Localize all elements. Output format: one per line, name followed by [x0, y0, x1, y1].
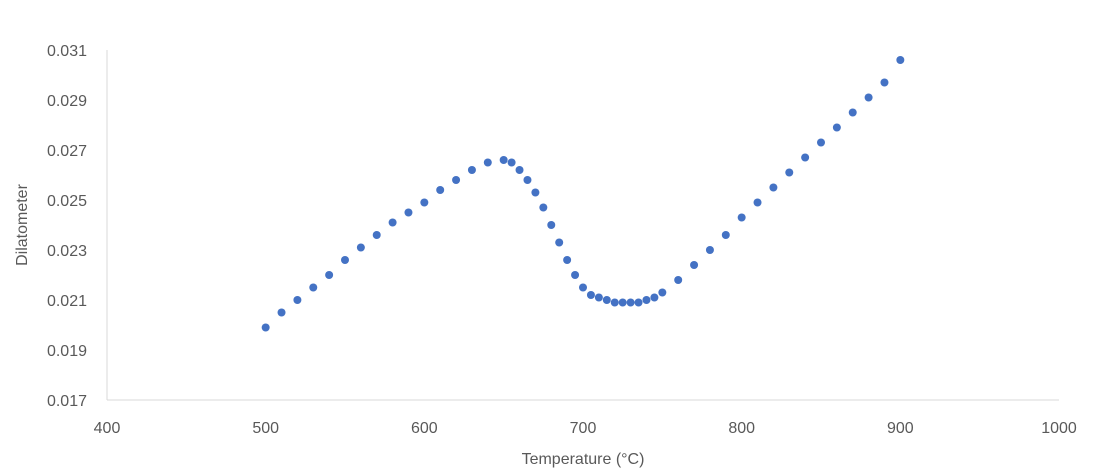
- data-point: [626, 298, 635, 307]
- x-tick-label: 1000: [1041, 420, 1077, 437]
- data-point: [483, 158, 492, 167]
- data-point: [864, 93, 873, 102]
- data-point: [523, 176, 532, 184]
- data-point: [539, 203, 548, 212]
- y-tick-label: 0.019: [47, 343, 87, 360]
- y-tick-label: 0.017: [47, 393, 87, 410]
- data-point: [642, 296, 651, 304]
- data-point: [880, 78, 889, 87]
- y-tick-label: 0.023: [47, 243, 87, 260]
- data-point: [586, 291, 595, 299]
- data-point: [848, 108, 857, 117]
- data-point: [832, 123, 841, 132]
- data-point: [602, 296, 611, 304]
- x-tick-label: 400: [94, 420, 121, 437]
- data-point: [610, 298, 619, 307]
- data-point: [817, 138, 825, 147]
- data-point: [737, 213, 746, 222]
- y-tick-label: 0.025: [47, 193, 87, 210]
- data-point: [634, 298, 643, 307]
- x-tick-label: 500: [252, 420, 279, 437]
- y-tick-label: 0.027: [47, 143, 87, 160]
- data-point: [293, 296, 302, 304]
- data-point: [404, 208, 413, 217]
- data-point: [388, 218, 397, 227]
- y-tick-label: 0.029: [47, 93, 87, 110]
- data-point: [277, 308, 286, 317]
- y-axis-title: Dilatometer: [14, 183, 31, 265]
- data-point: [721, 231, 730, 239]
- data-point: [467, 166, 476, 174]
- data-point: [452, 176, 461, 184]
- x-tick-label: 800: [728, 420, 755, 437]
- x-axis-title: Temperature (°C): [522, 451, 645, 468]
- data-point: [674, 276, 683, 284]
- x-tick-label: 900: [887, 420, 914, 437]
- data-point: [420, 198, 429, 207]
- y-tick-label: 0.021: [47, 293, 87, 310]
- data-point: [896, 56, 905, 64]
- data-point: [547, 221, 556, 229]
- data-point: [499, 156, 508, 164]
- data-point: [325, 271, 334, 279]
- data-point: [650, 293, 659, 302]
- data-point: [785, 168, 794, 177]
- data-point: [356, 243, 365, 252]
- data-point: [571, 271, 580, 279]
- data-point: [801, 153, 810, 162]
- data-point: [507, 158, 516, 167]
- data-point: [753, 198, 762, 207]
- data-point: [372, 231, 381, 239]
- data-point: [436, 186, 445, 194]
- x-tick-labels: 400 500 600 700 800 900 1000: [94, 420, 1077, 437]
- x-tick-label: 700: [570, 420, 597, 437]
- data-point: [690, 261, 699, 269]
- data-point: [705, 246, 714, 254]
- data-points: [261, 56, 905, 332]
- data-point: [261, 323, 270, 332]
- data-point: [531, 188, 540, 197]
- data-point: [594, 293, 603, 302]
- y-tick-labels: 0.017 0.019 0.021 0.023 0.025 0.027 0.029 0.031: [47, 43, 87, 410]
- data-point: [309, 283, 318, 292]
- data-point: [658, 288, 667, 297]
- data-point: [579, 283, 587, 292]
- data-point: [618, 298, 627, 307]
- data-point: [555, 238, 564, 247]
- data-point: [341, 256, 349, 264]
- data-point: [515, 166, 524, 174]
- y-tick-label: 0.031: [47, 43, 87, 60]
- x-tick-label: 600: [411, 420, 438, 437]
- data-point: [769, 183, 778, 192]
- data-point: [563, 256, 572, 264]
